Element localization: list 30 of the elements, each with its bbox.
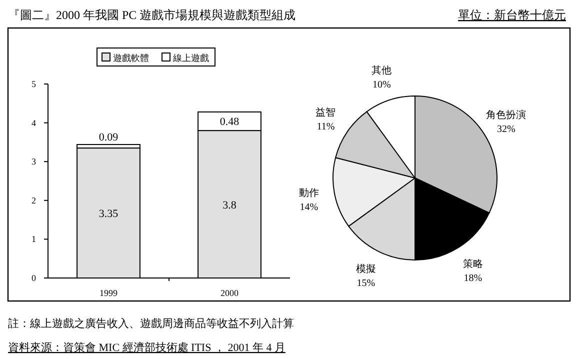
slice-label: 模擬 xyxy=(356,263,376,276)
slice-label: 策略 xyxy=(462,258,483,270)
x-tick-label: 2000 xyxy=(220,288,239,298)
data-label: 0.09 xyxy=(98,132,119,144)
data-label: 32% xyxy=(497,124,516,136)
source-note: 資料來源：資策會 MIC 經濟部技術處 ITIS ， 2001 年 4 月 xyxy=(8,341,286,354)
data-label: 15% xyxy=(356,278,376,290)
chart-title: 『圖二』2000 年我國 PC 遊戲市場規模與遊戲類型組成 xyxy=(8,8,296,22)
text: 註：線上遊戲之廣告收入、遊戲周邊商品等收益不列入計算 xyxy=(8,317,294,330)
y-tick-label: 2 xyxy=(32,195,36,206)
y-tick-label: 1 xyxy=(32,234,36,244)
y-tick-label: 5 xyxy=(32,79,36,89)
y-tick-label: 0 xyxy=(32,273,36,283)
data-label: 10% xyxy=(372,79,391,90)
legend-label: 線上遊戲 xyxy=(172,53,209,63)
data-label: 18% xyxy=(464,273,482,284)
x-tick-label: 1999 xyxy=(100,288,118,298)
slice-label: 角色扮演 xyxy=(486,109,526,122)
slice-label: 動作 xyxy=(298,188,319,200)
data-label: 11% xyxy=(316,121,335,132)
slice-label: 其他 xyxy=(372,64,392,76)
legend-label: 遊戲軟體 xyxy=(113,53,149,63)
data-label: 0.48 xyxy=(220,116,240,128)
data-label: 14% xyxy=(300,202,318,214)
data-label: 3.35 xyxy=(98,208,119,220)
y-tick-label: 4 xyxy=(32,118,36,128)
data-label: 3.8 xyxy=(222,199,237,212)
slice-label: 益智 xyxy=(316,106,336,118)
y-tick-label: 3 xyxy=(32,156,36,167)
chart-subtitle: 單位：新台幣十億元 xyxy=(458,8,566,22)
